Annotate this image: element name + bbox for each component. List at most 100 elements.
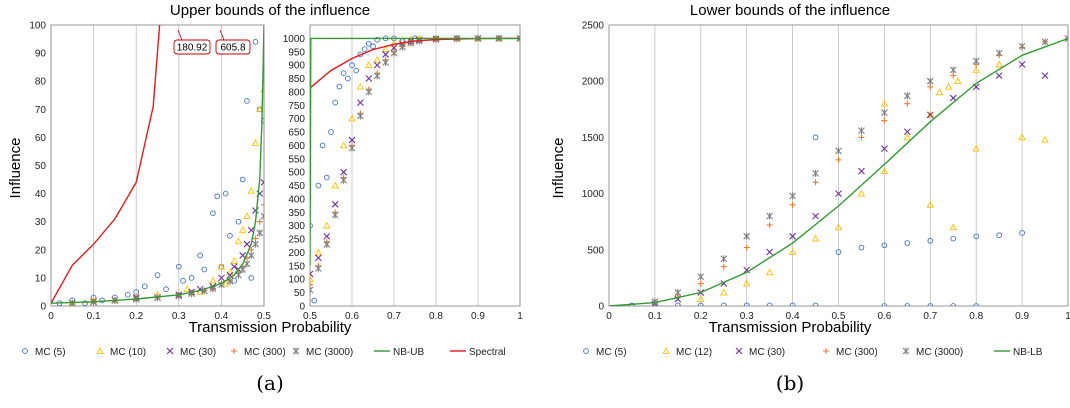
y-tick-label: 2500	[582, 21, 605, 32]
y-tick-label: 700	[288, 114, 305, 125]
data-point-mc-10	[247, 186, 255, 194]
data-point-mc-5	[323, 174, 330, 181]
data-point-mc-30	[390, 44, 398, 52]
data-point-mc-5	[197, 252, 203, 259]
data-point-mc-30	[315, 254, 322, 262]
data-point-mc-5	[349, 62, 355, 68]
caption-a: (a)	[256, 371, 284, 395]
data-point-mc-30	[365, 75, 373, 82]
data-point-mc-30	[340, 168, 347, 176]
data-point-mc-5	[201, 266, 208, 273]
data-point-mc-5	[904, 303, 911, 306]
legend-label: MC (5)	[596, 347, 627, 358]
data-point-mc-300	[835, 156, 842, 163]
legend-b: MC (5) MC (12) MC (30) MC (300) MC (3000) NB-…	[583, 347, 1043, 358]
y-tick-label: 500	[587, 245, 604, 256]
y-tick-label: 1500	[582, 133, 605, 144]
data-point-mc-12	[903, 133, 912, 141]
legend-swatch	[902, 347, 910, 355]
x-tick-label: 0.2	[129, 311, 143, 322]
plot-frame	[309, 24, 521, 307]
data-point-mc-5	[927, 237, 934, 244]
series-mc-3000	[310, 34, 520, 294]
data-point-mc-12	[1041, 135, 1049, 143]
plot-frame	[608, 24, 1069, 307]
data-point-mc-3000	[348, 144, 356, 152]
callout-leader	[177, 29, 183, 41]
y-tick-label: 400	[288, 194, 305, 205]
series-mc-30	[651, 35, 1068, 306]
data-point-mc-10	[243, 212, 251, 219]
legend-label: MC (12)	[676, 347, 712, 358]
data-point-mc-5	[248, 275, 255, 281]
data-point-mc-10	[230, 257, 238, 264]
data-point-mc-5	[222, 190, 229, 197]
y-tick-label: 200	[288, 248, 305, 259]
y-tick-label: 600	[288, 141, 305, 152]
data-point-mc-3000	[382, 58, 389, 66]
x-tick-label: 0.9	[1015, 311, 1029, 322]
panel-a-right-chart: 0.5 0.6 0.7 0.8 0.9 1 0 50 100 150 200 250 300 350 400…	[283, 24, 523, 322]
legend-item-mc-3000: MC (3000)	[292, 347, 353, 358]
data-point-mc-30	[789, 232, 796, 240]
x-tick-label: 1	[1065, 311, 1070, 322]
data-point-mc-300	[766, 222, 773, 229]
y-tick-label: 950	[288, 47, 305, 58]
caption-b: (b)	[776, 371, 804, 395]
data-point-mc-12	[788, 248, 797, 255]
data-point-mc-3000	[1018, 42, 1026, 50]
legend-swatch	[96, 347, 104, 354]
data-point-mc-5	[353, 67, 360, 74]
x-tick-label: 0.1	[648, 311, 662, 322]
data-point-mc-5	[311, 297, 318, 304]
series-mc-12	[697, 60, 1049, 303]
data-point-mc-5	[319, 142, 326, 149]
data-point-mc-5	[175, 263, 182, 270]
x-tick-label: 0.4	[786, 311, 800, 322]
data-point-mc-5	[244, 98, 250, 104]
y-tick-label: 1000	[283, 34, 306, 45]
data-point-mc-12	[857, 189, 866, 197]
x-tick-label: 0.6	[345, 311, 359, 322]
data-point-mc-12	[811, 234, 820, 242]
y-tick-label: 550	[288, 154, 305, 165]
data-point-mc-10	[365, 61, 373, 68]
data-point-mc-5	[927, 303, 934, 306]
plot-frame	[50, 24, 265, 307]
data-point-mc-10	[251, 139, 260, 146]
data-point-mc-10	[226, 268, 234, 276]
legend-label: MC (3000)	[916, 347, 963, 358]
legend-item-mc-300: MC (300)	[823, 347, 878, 358]
data-point-mc-5	[743, 302, 750, 306]
x-tick-label: 0.3	[172, 311, 186, 322]
y-tick-label: 60	[35, 133, 47, 144]
legend-label: MC (300)	[244, 347, 286, 358]
legend-item-mc-12: MC (12)	[662, 347, 712, 358]
x-tick-label: 0.1	[87, 311, 101, 322]
series-line-nb-lb	[609, 37, 1068, 306]
y-tick-label: 450	[288, 181, 305, 192]
data-point-mc-5	[336, 83, 343, 90]
x-tick-label: 0	[606, 311, 612, 322]
series-line-spectral	[310, 37, 520, 89]
y-tick-label: 100	[288, 275, 305, 286]
x-tick-label: 0.5	[832, 311, 846, 322]
data-point-mc-300	[812, 179, 819, 186]
data-point-mc-30	[858, 167, 865, 175]
data-point-mc-30	[881, 145, 888, 153]
data-point-mc-30	[230, 263, 238, 271]
y-tick-label: 90	[35, 49, 47, 60]
data-point-mc-3000	[835, 147, 842, 155]
data-point-mc-5	[210, 210, 216, 217]
series-mc-5	[629, 134, 1025, 306]
data-point-mc-3000	[243, 260, 251, 268]
data-point-mc-10	[310, 275, 314, 283]
series-mc-5	[310, 35, 520, 304]
data-point-mc-300	[927, 83, 934, 90]
legend-label: MC (300)	[836, 347, 878, 358]
data-point-mc-30	[310, 270, 314, 278]
data-point-mc-12	[765, 268, 774, 276]
data-point-mc-5	[82, 300, 88, 306]
data-point-mc-12	[949, 223, 958, 231]
